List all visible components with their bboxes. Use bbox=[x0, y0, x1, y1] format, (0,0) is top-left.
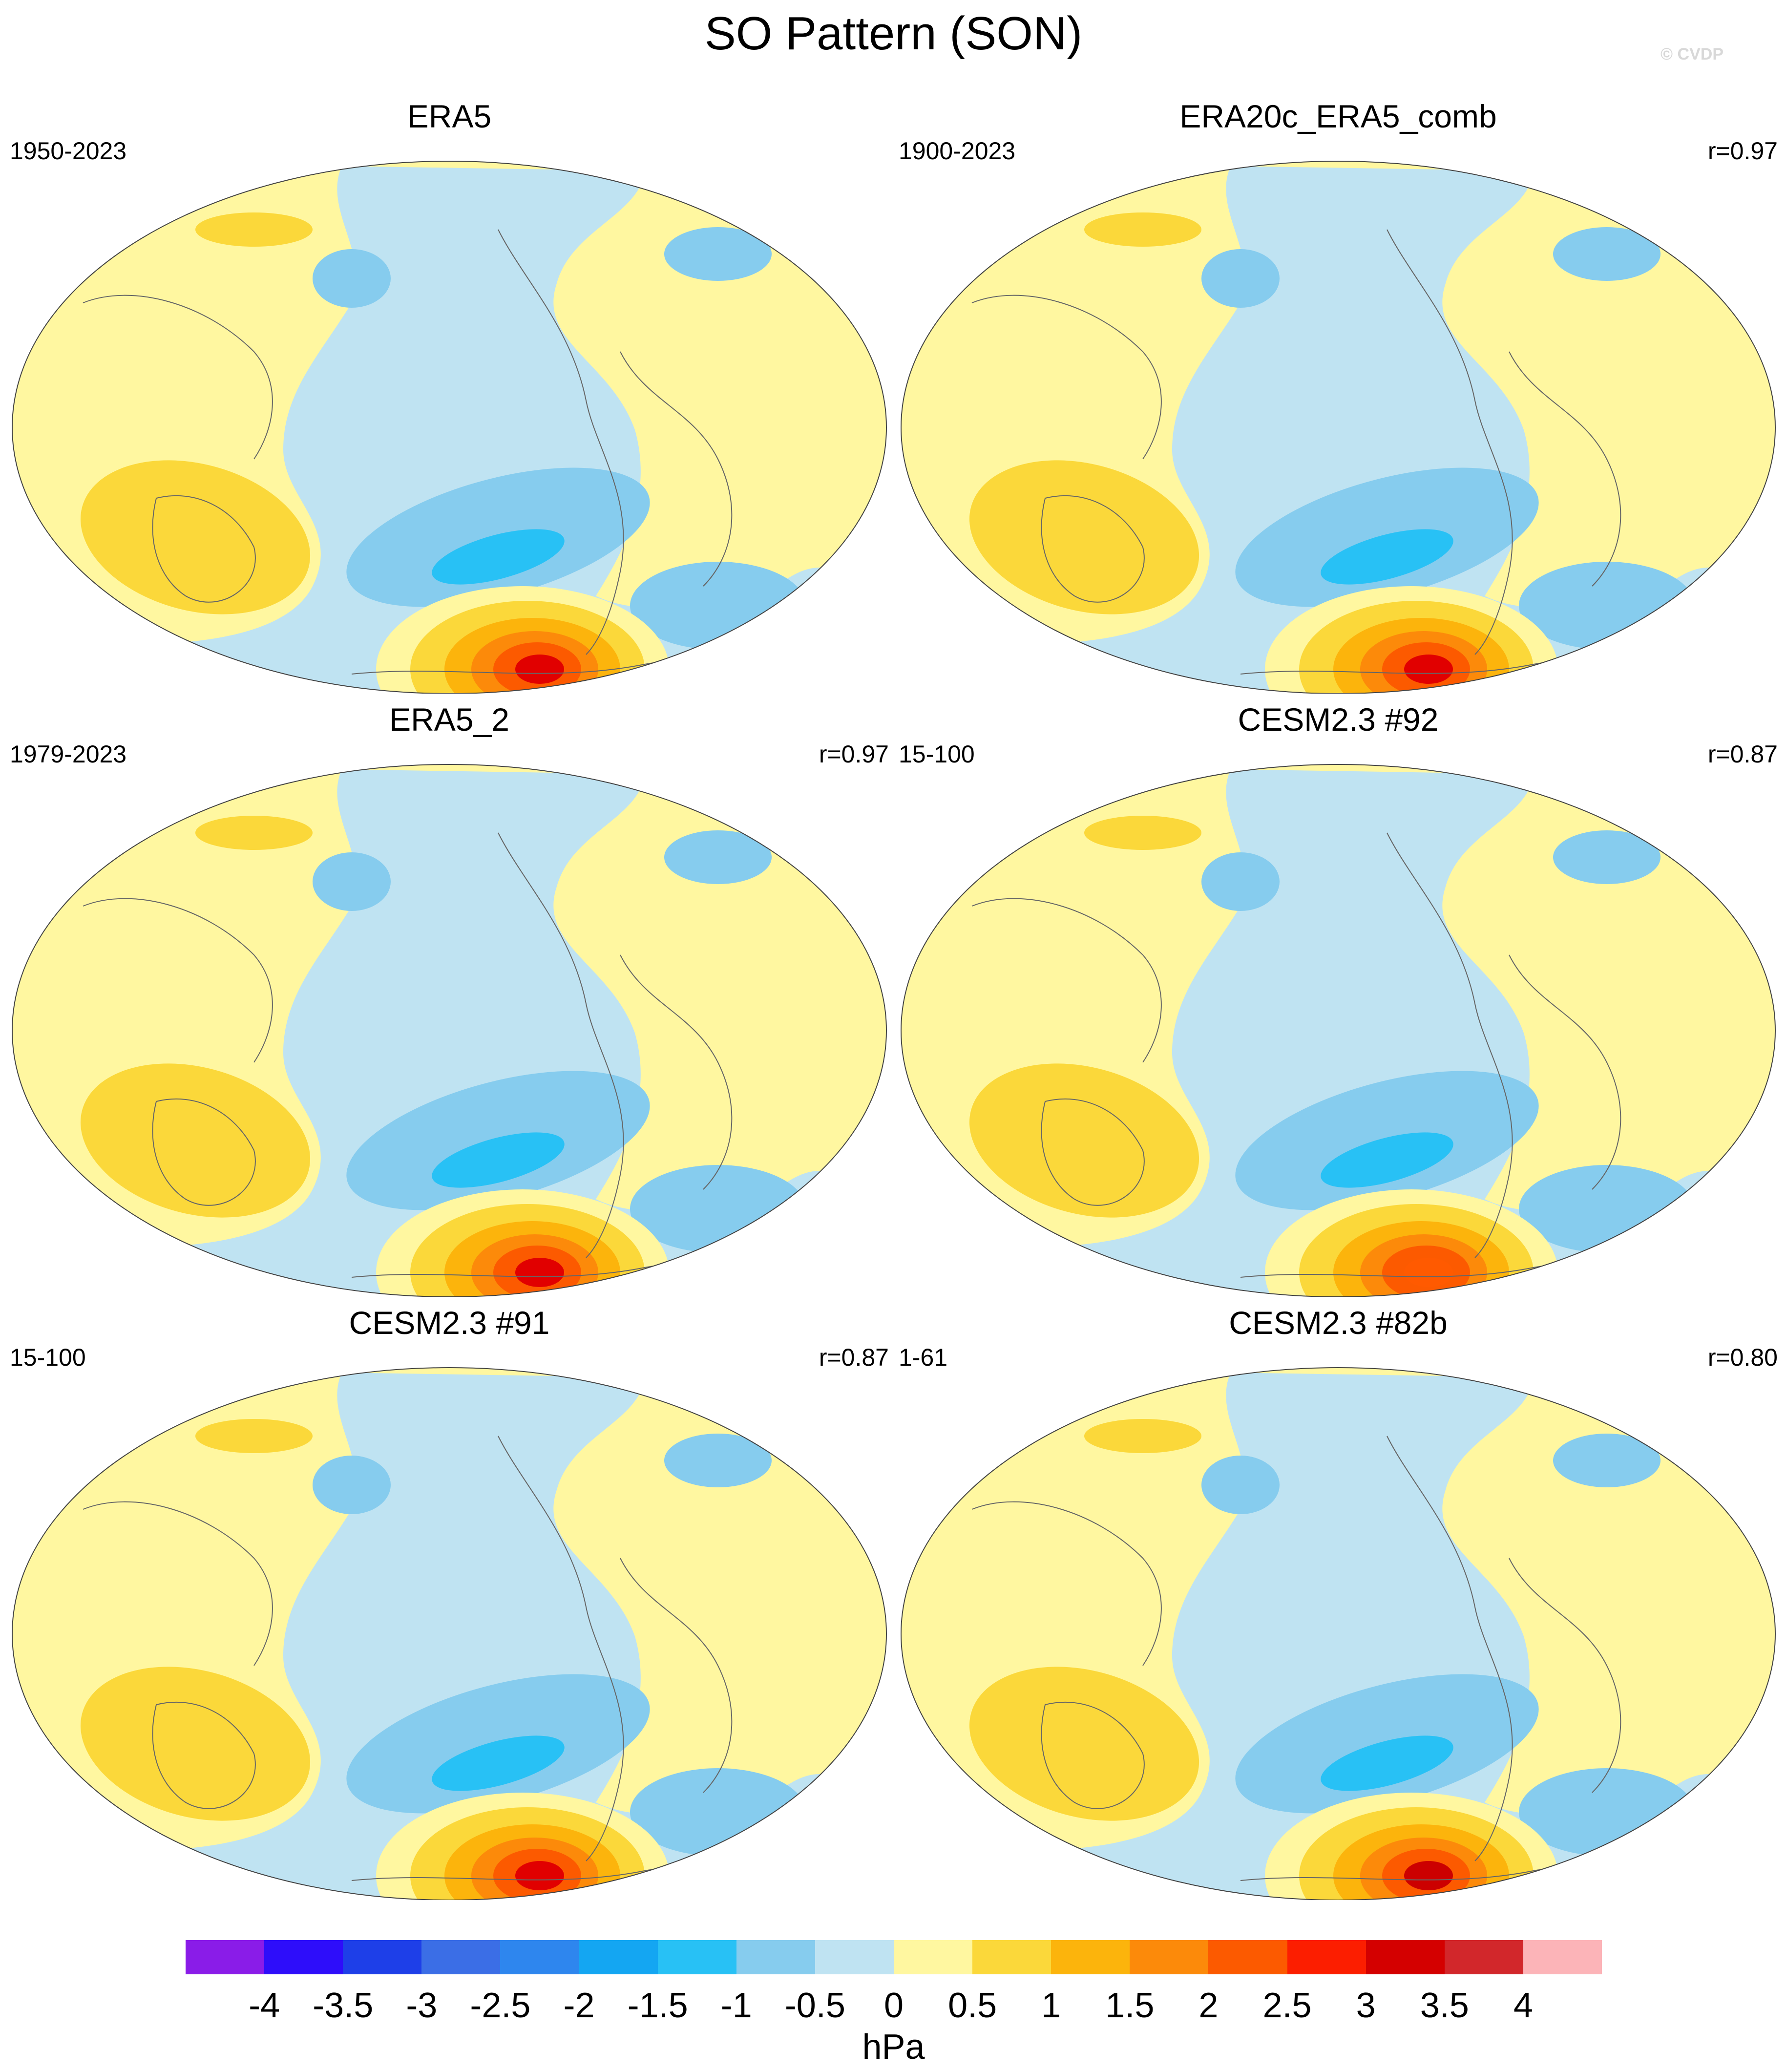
globe-map bbox=[901, 161, 1776, 694]
panel-years: 15-100 bbox=[10, 1344, 86, 1371]
colorbar-tick-label: -2.5 bbox=[470, 1986, 531, 2025]
colorbar-tick-label: -0.5 bbox=[784, 1986, 845, 2025]
colorbar-swatch bbox=[1208, 1940, 1288, 1974]
colorbar-tick-label: 4 bbox=[1513, 1986, 1533, 2025]
colorbar bbox=[186, 1940, 1602, 1974]
colorbar-swatch bbox=[894, 1940, 973, 1974]
colorbar-swatch bbox=[500, 1940, 580, 1974]
colorbar-tick-label: 3 bbox=[1356, 1986, 1376, 2025]
colorbar-swatch bbox=[815, 1940, 894, 1974]
colorbar-tick-label: -2 bbox=[563, 1986, 595, 2025]
colorbar-tick-label: 0.5 bbox=[948, 1986, 997, 2025]
globe-map bbox=[12, 764, 887, 1297]
panel-title: CESM2.3 #92 bbox=[1238, 701, 1439, 738]
colorbar-tick-label: -3.5 bbox=[313, 1986, 374, 2025]
colorbar-unit: hPa bbox=[862, 2028, 925, 2067]
colorbar-tick-label: 2.5 bbox=[1262, 1986, 1312, 2025]
colorbar-tick-label: -1 bbox=[720, 1986, 752, 2025]
panel-years: 1950-2023 bbox=[10, 137, 127, 165]
panel-years: 1900-2023 bbox=[899, 137, 1016, 165]
colorbar-swatch bbox=[1130, 1940, 1209, 1974]
panel-title: CESM2.3 #82b bbox=[1229, 1305, 1448, 1341]
colorbar-tick-label: -3 bbox=[406, 1986, 438, 2025]
colorbar-tick-label: 3.5 bbox=[1420, 1986, 1469, 2025]
colorbar-tick-label: 1.5 bbox=[1105, 1986, 1155, 2025]
colorbar-swatch bbox=[1287, 1940, 1367, 1974]
globe-map bbox=[901, 1367, 1776, 1900]
map-panel: CESM2.3 #92 15-100 r=0.87 bbox=[899, 701, 1778, 1297]
panel-correlation: r=0.80 bbox=[1707, 1344, 1778, 1371]
panel-title: ERA20c_ERA5_comb bbox=[1179, 98, 1497, 134]
colorbar-swatch bbox=[1051, 1940, 1130, 1974]
map-panel: CESM2.3 #82b 1-61 r=0.80 bbox=[899, 1304, 1778, 1900]
watermark: © CVDP bbox=[1661, 45, 1724, 63]
colorbar-swatch bbox=[736, 1940, 816, 1974]
colorbar-swatch bbox=[1366, 1940, 1445, 1974]
colorbar-tick-label: -1.5 bbox=[627, 1986, 688, 2025]
colorbar-tick-label: -4 bbox=[249, 1986, 280, 2025]
panel-title: ERA5 bbox=[407, 98, 492, 134]
colorbar-swatch bbox=[421, 1940, 501, 1974]
colorbar-swatch bbox=[186, 1940, 265, 1974]
map-panel: ERA5 1950-2023 bbox=[10, 98, 889, 694]
panel-years: 15-100 bbox=[899, 740, 975, 768]
colorbar-tick-label: 0 bbox=[883, 1986, 904, 2025]
colorbar-swatch bbox=[972, 1940, 1051, 1974]
panel-correlation: r=0.97 bbox=[819, 740, 889, 768]
colorbar-swatch bbox=[264, 1940, 343, 1974]
panel-correlation: r=0.87 bbox=[819, 1344, 889, 1371]
colorbar-swatch bbox=[343, 1940, 422, 1974]
colorbar-tick-label: 1 bbox=[1041, 1986, 1061, 2025]
panel-correlation: r=0.87 bbox=[1707, 740, 1778, 768]
panel-title: CESM2.3 #91 bbox=[349, 1305, 550, 1341]
colorbar-swatch bbox=[1444, 1940, 1524, 1974]
panel-correlation: r=0.97 bbox=[1707, 137, 1778, 165]
panel-title: ERA5_2 bbox=[389, 701, 509, 738]
globe-map bbox=[12, 161, 887, 694]
colorbar-swatch bbox=[657, 1940, 737, 1974]
panel-years: 1979-2023 bbox=[10, 740, 127, 768]
colorbar-swatch bbox=[1523, 1940, 1602, 1974]
colorbar-swatch bbox=[579, 1940, 658, 1974]
map-panel: ERA20c_ERA5_comb 1900-2023 r=0.97 bbox=[899, 98, 1778, 694]
panel-years: 1-61 bbox=[899, 1344, 948, 1371]
map-panel: CESM2.3 #91 15-100 r=0.87 bbox=[10, 1304, 889, 1900]
colorbar-tick-label: 2 bbox=[1198, 1986, 1219, 2025]
map-panel: ERA5_2 1979-2023 r=0.97 bbox=[10, 701, 889, 1297]
figure-title: SO Pattern (SON) bbox=[704, 7, 1083, 60]
globe-map bbox=[12, 1367, 887, 1900]
globe-map bbox=[901, 764, 1776, 1297]
